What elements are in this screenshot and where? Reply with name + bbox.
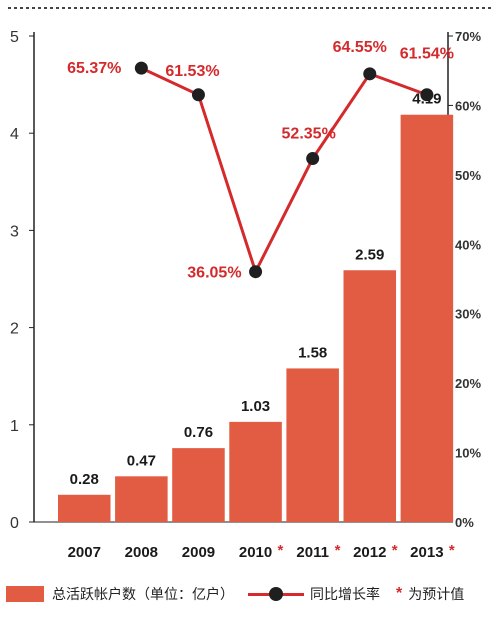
bar — [400, 114, 454, 523]
bar — [172, 448, 225, 522]
left-axis-tick-label: 0 — [10, 515, 19, 532]
right-axis-tick-label: 20% — [455, 376, 481, 391]
left-axis-tick-label: 5 — [10, 29, 19, 46]
estimate-marker: * — [449, 542, 455, 559]
growth-rate-label: 36.05% — [187, 265, 241, 282]
growth-rate-point — [420, 88, 434, 102]
bar-value-label: 0.47 — [127, 452, 156, 469]
x-axis-tick-label: 2011 — [296, 544, 329, 561]
left-axis-tick-label: 2 — [10, 321, 19, 338]
growth-rate-point — [363, 67, 377, 81]
bar — [57, 494, 111, 522]
growth-rate-label: 61.53% — [165, 63, 219, 80]
bar-value-label: 2.59 — [355, 246, 384, 263]
legend-line-marker-icon — [248, 586, 304, 602]
growth-rate-label: 65.37% — [67, 60, 121, 77]
legend-item-accounts: 总活跃帐户数（单位：亿户） — [0, 584, 234, 604]
legend-line-label: 同比增长率 — [310, 586, 380, 602]
right-axis-tick-label: 10% — [455, 446, 481, 461]
legend-item-growth: 同比增长率 — [234, 584, 380, 604]
x-axis-tick-label: 2012 — [353, 544, 386, 561]
legend-bar-label: 总活跃帐户数（单位：亿户） — [52, 586, 234, 602]
growth-rate-label: 61.54% — [400, 46, 454, 63]
x-axis-tick-label: 2008 — [125, 544, 158, 561]
x-axis-tick-label: 2013 — [410, 544, 443, 561]
right-axis-tick-label: 60% — [455, 98, 481, 113]
bar — [115, 476, 168, 522]
legend-star-label: 为预计值 — [408, 586, 465, 602]
x-axis-tick-label: 2009 — [182, 544, 215, 561]
bar-value-label: 0.76 — [184, 424, 213, 441]
legend: 总活跃帐户数（单位：亿户） 同比增长率 * 为预计值 — [0, 574, 500, 614]
bar — [343, 270, 397, 522]
growth-rate-label: 52.35% — [282, 126, 336, 143]
growth-rate-point — [306, 152, 320, 166]
bar — [229, 421, 282, 522]
left-axis-tick-label: 4 — [10, 126, 19, 143]
right-axis-tick-label: 30% — [455, 307, 481, 322]
bar-value-label: 1.03 — [241, 398, 270, 415]
legend-item-estimate: * 为预计值 — [380, 584, 464, 604]
growth-rate-label: 64.55% — [333, 39, 387, 56]
x-axis-tick-label: 2007 — [68, 544, 101, 561]
estimate-marker: * — [335, 542, 341, 559]
estimate-marker: * — [278, 542, 284, 559]
bar — [286, 368, 339, 522]
right-axis-tick-label: 40% — [455, 237, 481, 252]
legend-star-symbol: * — [396, 585, 403, 602]
growth-rate-point — [191, 88, 205, 102]
legend-bar-swatch — [6, 586, 44, 602]
bar-value-label: 1.58 — [298, 344, 327, 361]
right-axis-tick-label: 50% — [455, 168, 481, 183]
growth-rate-line — [140, 66, 428, 276]
growth-rate-point — [249, 265, 263, 279]
left-axis-tick-label: 1 — [10, 418, 19, 435]
left-axis-tick-label: 3 — [10, 223, 19, 240]
x-axis-tick-label: 2010 — [239, 544, 272, 561]
right-axis-tick-label: 70% — [455, 29, 481, 44]
bar-value-label: 0.28 — [70, 471, 99, 488]
right-axis-tick-label: 0% — [455, 515, 474, 530]
growth-rate-point — [134, 61, 148, 75]
estimate-marker: * — [392, 542, 398, 559]
